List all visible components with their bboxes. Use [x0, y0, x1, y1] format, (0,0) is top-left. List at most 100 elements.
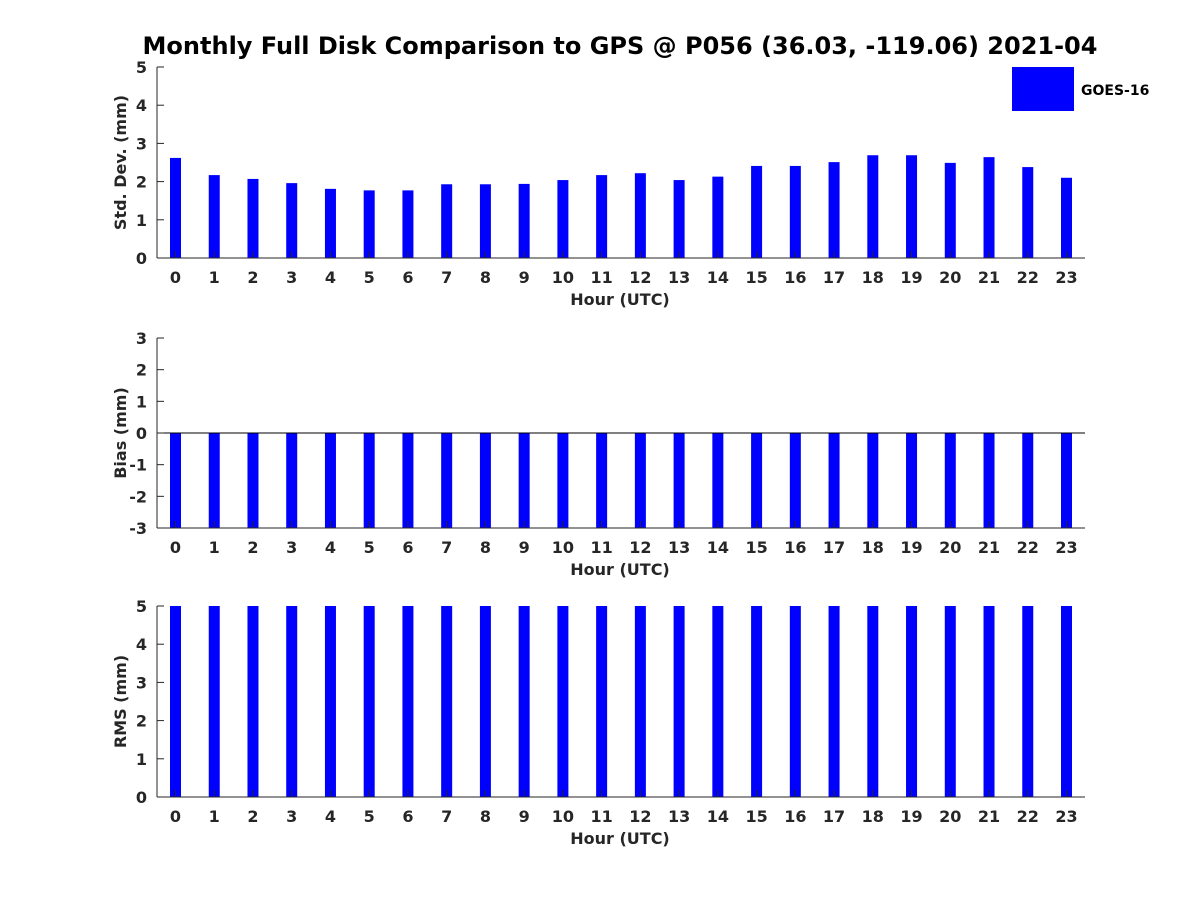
x-tick-label: 18 — [862, 268, 884, 287]
x-tick-label: 18 — [862, 538, 884, 557]
x-tick-label: 15 — [745, 538, 767, 557]
bar-hour-6 — [402, 606, 414, 797]
x-tick-label: 10 — [552, 538, 574, 557]
bar-hour-23 — [1061, 177, 1072, 258]
bar-hour-5 — [363, 190, 375, 258]
x-tick-label: 11 — [590, 538, 612, 557]
x-tick-label: 17 — [823, 538, 845, 557]
bar-hour-4 — [324, 188, 336, 258]
bar-hour-2 — [247, 606, 259, 797]
bar-hour-21 — [983, 606, 995, 797]
x-tick-label: 22 — [1017, 268, 1039, 287]
bar-hour-13 — [673, 433, 685, 528]
bar-hour-2 — [247, 433, 259, 528]
x-tick-label: 6 — [402, 268, 413, 287]
x-tick-label: 16 — [784, 807, 806, 826]
x-tick-label: 13 — [668, 807, 690, 826]
bar-hour-7 — [441, 433, 453, 528]
bar-hour-4 — [324, 433, 336, 528]
x-axis-label: Hour (UTC) — [570, 829, 670, 848]
x-tick-label: 22 — [1017, 538, 1039, 557]
y-tick-label: 0 — [136, 424, 147, 443]
x-tick-label: 13 — [668, 538, 690, 557]
bar-hour-7 — [441, 606, 453, 797]
y-tick-label: 1 — [136, 211, 147, 230]
bar-hour-12 — [634, 173, 646, 258]
bar-hour-11 — [596, 433, 608, 528]
bar-hour-4 — [324, 606, 336, 797]
bar-hour-22 — [1022, 433, 1034, 528]
bar-hour-17 — [828, 162, 840, 258]
x-tick-label: 3 — [286, 268, 297, 287]
bar-hour-18 — [867, 155, 879, 258]
y-tick-label: 1 — [136, 750, 147, 769]
x-tick-label: 21 — [978, 268, 1000, 287]
bar-hour-8 — [479, 606, 491, 797]
x-tick-label: 14 — [707, 268, 729, 287]
x-tick-label: 20 — [939, 807, 961, 826]
x-tick-label: 2 — [247, 538, 258, 557]
x-tick-label: 21 — [978, 807, 1000, 826]
bar-hour-18 — [867, 606, 879, 797]
x-tick-label: 17 — [823, 807, 845, 826]
bar-hour-14 — [712, 433, 724, 528]
x-tick-label: 14 — [707, 538, 729, 557]
x-tick-label: 15 — [745, 268, 767, 287]
bar-hour-8 — [479, 184, 491, 258]
bar-hour-19 — [906, 155, 918, 258]
bar-hour-8 — [479, 433, 491, 528]
x-tick-label: 3 — [286, 807, 297, 826]
y-tick-label: 0 — [136, 249, 147, 268]
bar-hour-20 — [944, 433, 956, 528]
y-tick-label: 2 — [136, 712, 147, 731]
x-tick-label: 21 — [978, 538, 1000, 557]
x-tick-label: 5 — [364, 807, 375, 826]
y-tick-label: 4 — [136, 635, 147, 654]
bar-hour-11 — [596, 175, 608, 258]
x-tick-label: 16 — [784, 268, 806, 287]
x-tick-label: 22 — [1017, 807, 1039, 826]
y-tick-label: 3 — [136, 134, 147, 153]
y-tick-label: 0 — [136, 788, 147, 807]
bar-hour-1 — [208, 606, 220, 797]
y-tick-label: -3 — [129, 519, 147, 538]
y-tick-label: -2 — [129, 487, 147, 506]
x-tick-label: 17 — [823, 268, 845, 287]
x-tick-label: 7 — [441, 268, 452, 287]
x-tick-label: 16 — [784, 538, 806, 557]
bar-hour-2 — [247, 178, 259, 258]
x-tick-label: 1 — [209, 268, 220, 287]
x-tick-label: 0 — [170, 268, 181, 287]
bar-hour-7 — [441, 184, 453, 258]
bar-hour-17 — [828, 433, 840, 528]
chart-title: Monthly Full Disk Comparison to GPS @ P0… — [143, 32, 1098, 60]
bar-hour-17 — [828, 606, 840, 797]
x-tick-label: 6 — [402, 538, 413, 557]
y-tick-label: 2 — [136, 173, 147, 192]
x-tick-label: 4 — [325, 268, 336, 287]
bar-hour-3 — [286, 606, 298, 797]
bar-hour-11 — [596, 606, 608, 797]
x-tick-label: 4 — [325, 538, 336, 557]
y-tick-label: 3 — [136, 673, 147, 692]
x-tick-label: 5 — [364, 538, 375, 557]
y-axis-label: Bias (mm) — [111, 387, 130, 479]
x-tick-label: 18 — [862, 807, 884, 826]
x-tick-label: 23 — [1055, 268, 1077, 287]
x-tick-label: 10 — [552, 268, 574, 287]
bar-hour-22 — [1022, 167, 1034, 258]
x-tick-label: 9 — [519, 268, 530, 287]
x-tick-label: 12 — [629, 268, 651, 287]
bar-hour-14 — [712, 606, 724, 797]
x-tick-label: 19 — [900, 268, 922, 287]
x-tick-label: 4 — [325, 807, 336, 826]
x-tick-label: 20 — [939, 268, 961, 287]
bar-hour-23 — [1061, 606, 1072, 797]
x-tick-label: 1 — [209, 538, 220, 557]
x-tick-label: 20 — [939, 538, 961, 557]
bar-hour-0 — [170, 606, 181, 797]
bar-hour-21 — [983, 433, 995, 528]
bar-hour-6 — [402, 190, 414, 258]
